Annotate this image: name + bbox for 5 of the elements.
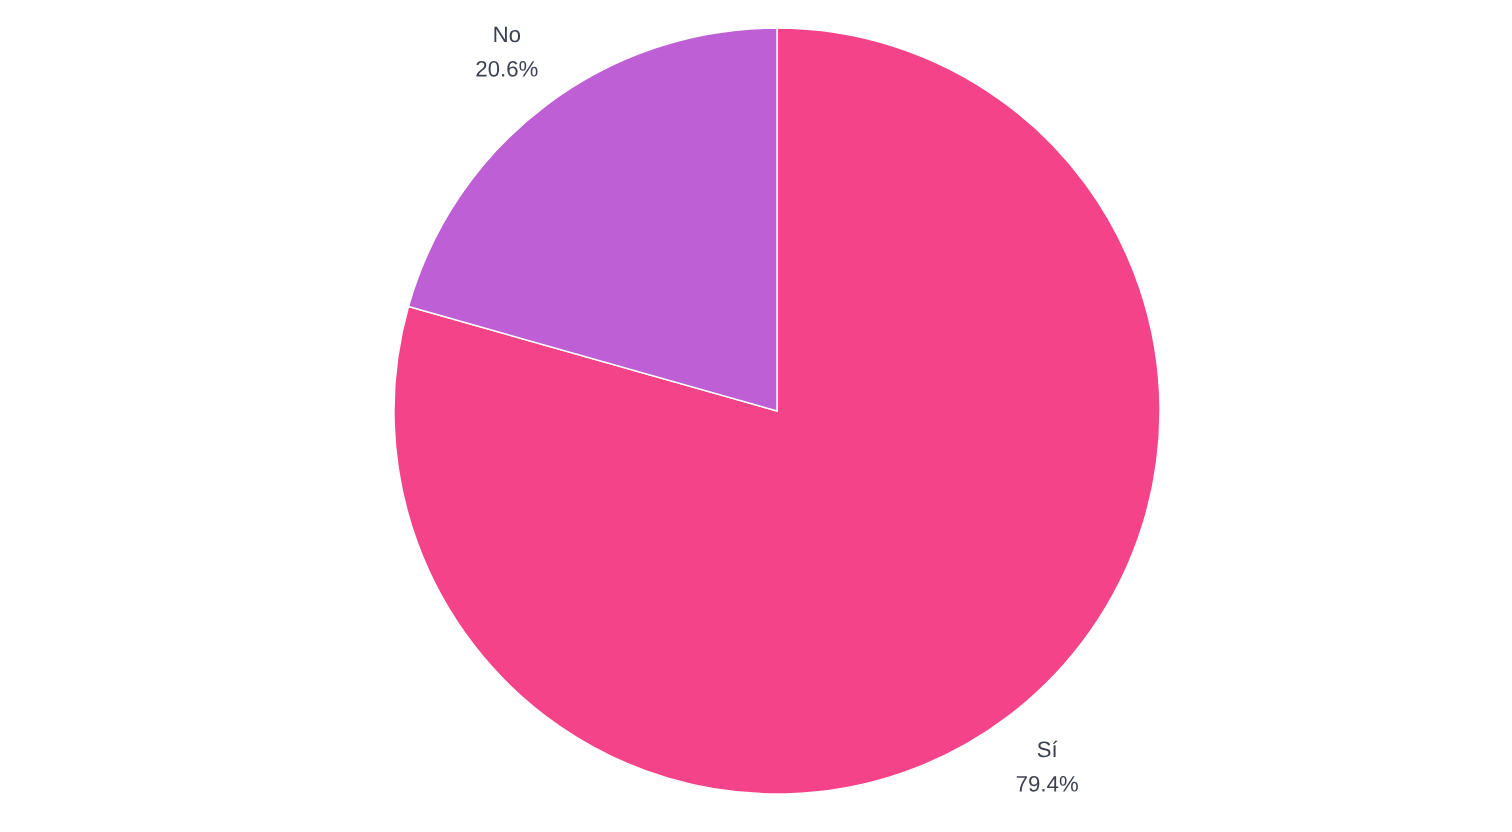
data-label: 20.6% [476, 60, 538, 77]
data-label: 79.4% [1016, 775, 1078, 792]
slice-label: No [494, 26, 521, 43]
slice-label: Sí [1037, 740, 1058, 758]
pie-slice [393, 27, 1161, 795]
